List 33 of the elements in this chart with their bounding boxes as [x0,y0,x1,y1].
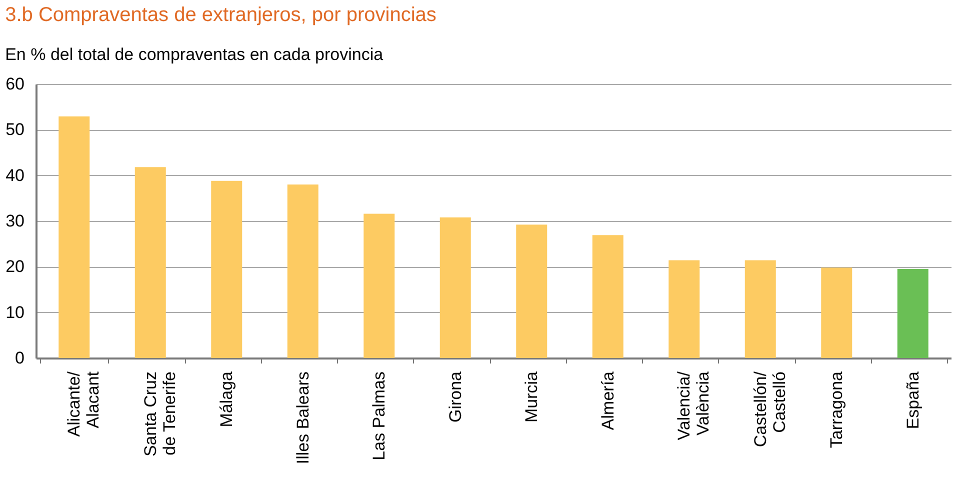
bar [668,260,700,358]
bar [516,224,548,358]
bar [58,116,90,358]
x-tick-label: Almería [598,370,618,430]
x-tick-label: Las Palmas [370,372,389,460]
y-tick-label: 50 [6,120,24,140]
bar [364,214,395,358]
x-tick-label: Alicante/ Alacant [64,371,103,437]
bar [821,268,852,358]
x-tick-label: Girona [446,370,465,423]
bar [134,167,166,358]
x-tick-label: Valencia/ València [674,370,713,440]
y-tick-label: 60 [6,74,24,94]
y-tick-label: 20 [6,257,24,276]
chart-subtitle: En % del total de compraventas en cada provincia [5,45,384,64]
x-tick-label: Santa Cruz de Tenerife [140,372,179,457]
y-tick-label: 0 [15,348,24,368]
bar [287,184,318,358]
y-tick-label: 30 [6,212,24,230]
bar [592,235,624,358]
bar [211,180,242,358]
bar [897,268,928,358]
y-tick-label: 40 [6,166,24,185]
chart-title: 3.b Compraventas de extranjeros, por provincias [5,4,436,26]
x-tick-label: Illes Balears [293,372,312,464]
x-tick-label: Tarragona [827,370,846,448]
bar [440,217,471,358]
x-tick-label: Murcia [522,370,542,423]
x-tick-label: España [903,370,922,430]
x-tick-label: Castellón/ Castelló [750,371,789,448]
x-tick-label: Málaga [217,370,236,428]
bar [744,260,776,358]
y-tick-label: 10 [6,302,24,322]
